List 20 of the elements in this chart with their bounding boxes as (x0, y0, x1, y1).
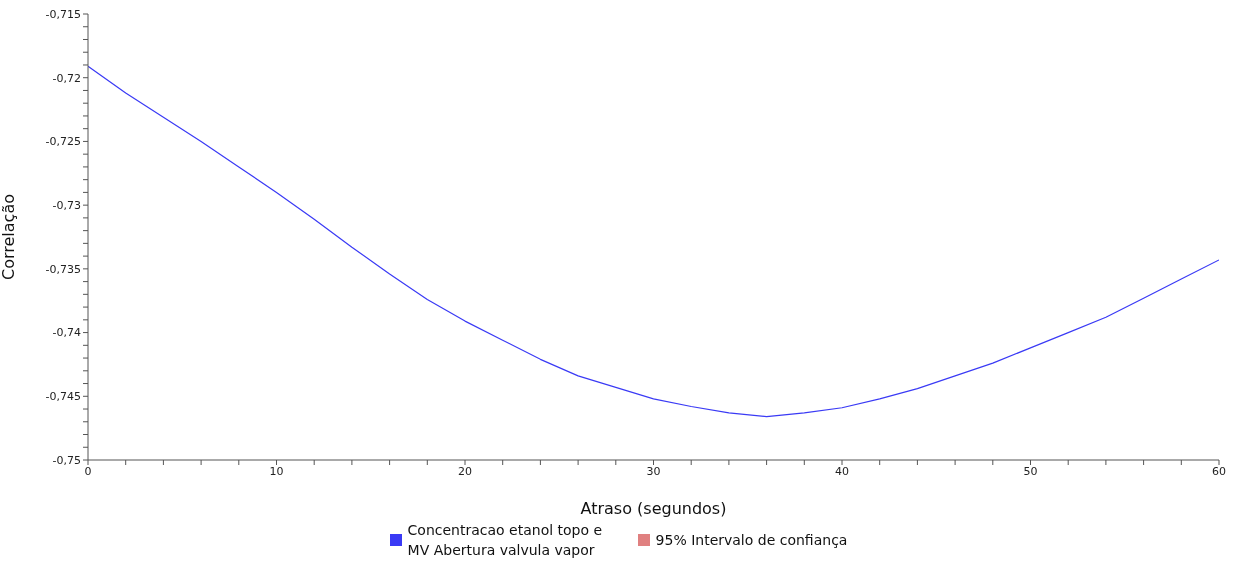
y-tick-label: -0,72 (52, 71, 81, 85)
y-tick-label: -0,74 (52, 326, 81, 340)
y-tick-label: -0,745 (45, 390, 81, 404)
legend-label: Concentracao etanol topo e MV Abertura valvula vapor (407, 521, 604, 560)
legend-label: 95% Intervalo de confiança (655, 531, 848, 550)
y-tick-label: -0,73 (52, 199, 81, 213)
x-axis-title: Atraso (segundos) (580, 499, 727, 518)
y-axis-title: Correlação (0, 194, 18, 280)
x-tick-label: 60 (1212, 464, 1226, 478)
x-tick-label: 40 (835, 464, 849, 478)
x-tick-label: 10 (269, 464, 284, 478)
x-tick-label: 0 (84, 464, 92, 478)
y-tick-label: -0,735 (45, 262, 81, 276)
y-tick-label: -0,725 (45, 135, 81, 149)
x-tick-label: 20 (458, 464, 472, 478)
y-tick-label: -0,715 (45, 7, 81, 21)
x-tick-label: 50 (1023, 464, 1038, 478)
y-tick-label: -0,75 (52, 453, 81, 467)
line-series (88, 65, 1219, 418)
x-tick-label: 30 (646, 464, 661, 478)
